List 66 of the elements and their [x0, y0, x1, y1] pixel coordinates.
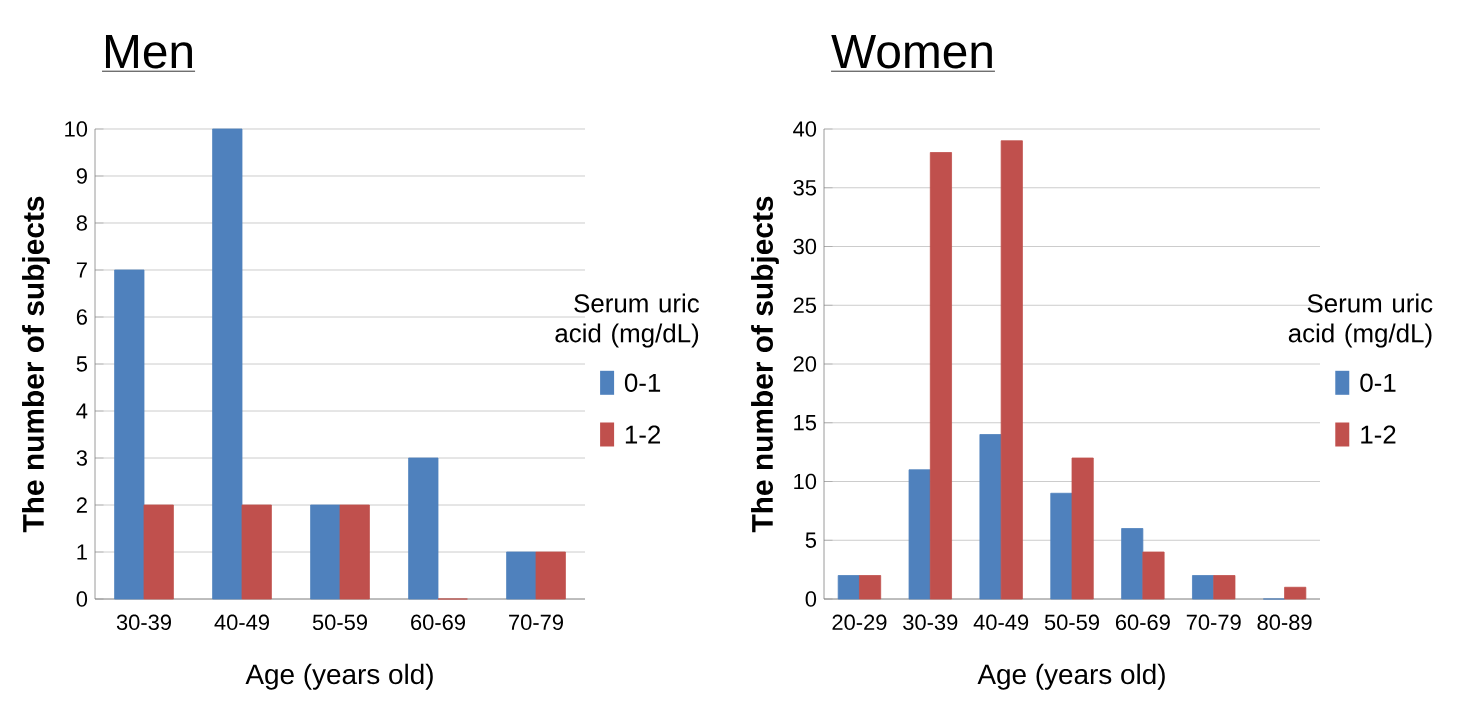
y-tick-label: 4	[76, 403, 88, 419]
y-tick-label: 5	[805, 532, 817, 548]
y-tick-label: 3	[76, 450, 87, 466]
x-tick-label: 20-29	[832, 614, 887, 631]
y-axis-title: The number of subjects	[22, 196, 50, 533]
legend-title: Serum uric acid (mg/dL)	[555, 293, 700, 348]
y-tick-label: 5	[76, 356, 88, 372]
bar	[1142, 551, 1165, 600]
x-axis-title: Age (years old)	[245, 663, 433, 690]
bar	[339, 504, 370, 600]
bar	[408, 457, 439, 600]
bar	[114, 269, 145, 600]
y-tick-label: 30	[793, 238, 817, 255]
bar	[1000, 140, 1023, 600]
y-tick-label: 20	[793, 356, 817, 372]
bar	[1050, 492, 1073, 600]
bar	[1071, 457, 1094, 600]
y-tick-label: 9	[76, 168, 87, 184]
chart-title: Women	[831, 35, 992, 69]
bar	[1213, 575, 1236, 600]
x-tick-label: 70-79	[1186, 614, 1241, 631]
x-tick-label: 30-39	[903, 614, 958, 631]
legend-label: 1-2	[1361, 425, 1396, 444]
x-tick-label: 80-89	[1257, 614, 1312, 631]
y-tick-label: 10	[794, 473, 817, 490]
y-tick-label: 40	[793, 121, 817, 137]
x-tick-label: 50-59	[312, 614, 367, 631]
y-tick-label: 1	[77, 544, 87, 560]
bar	[859, 575, 882, 600]
y-tick-label: 2	[76, 497, 87, 513]
bar	[1284, 586, 1307, 600]
bar	[310, 504, 341, 600]
x-tick-label: 40-49	[973, 614, 1029, 631]
bar	[908, 469, 931, 600]
y-tick-label: 0	[76, 591, 88, 607]
y-tick-label: 8	[76, 215, 87, 231]
y-axis-title: The number of subjects	[751, 196, 779, 533]
x-tick-label: 60-69	[1115, 614, 1170, 631]
bar	[979, 434, 1002, 600]
y-tick-label: 7	[76, 262, 87, 278]
bar	[1121, 528, 1144, 600]
y-tick-label: 35	[793, 180, 817, 196]
y-tick-label: 15	[794, 415, 817, 431]
legend-label: 0-1	[624, 373, 661, 392]
legend-label: 1-2	[625, 425, 661, 444]
x-tick-label: 60-69	[411, 614, 465, 631]
bar	[143, 504, 174, 600]
legend-title: Serum uric acid (mg/dL)	[1288, 293, 1433, 348]
x-tick-label: 40-49	[214, 614, 269, 631]
chart-title: Men	[105, 35, 192, 69]
bar	[241, 504, 272, 600]
bar	[1192, 575, 1215, 600]
bar	[837, 575, 860, 600]
bar	[535, 551, 566, 600]
bar	[929, 152, 952, 600]
bar	[212, 128, 243, 600]
y-tick-label: 10	[65, 121, 88, 137]
x-axis-title: Age (years old)	[977, 663, 1165, 690]
bar	[506, 551, 537, 600]
y-tick-label: 25	[793, 297, 817, 314]
y-tick-label: 0	[805, 591, 817, 607]
x-tick-label: 30-39	[116, 614, 171, 631]
x-tick-label: 50-59	[1044, 614, 1099, 631]
y-tick-label: 6	[76, 309, 87, 325]
x-tick-label: 70-79	[509, 614, 563, 631]
legend-label: 0-1	[1360, 373, 1396, 392]
